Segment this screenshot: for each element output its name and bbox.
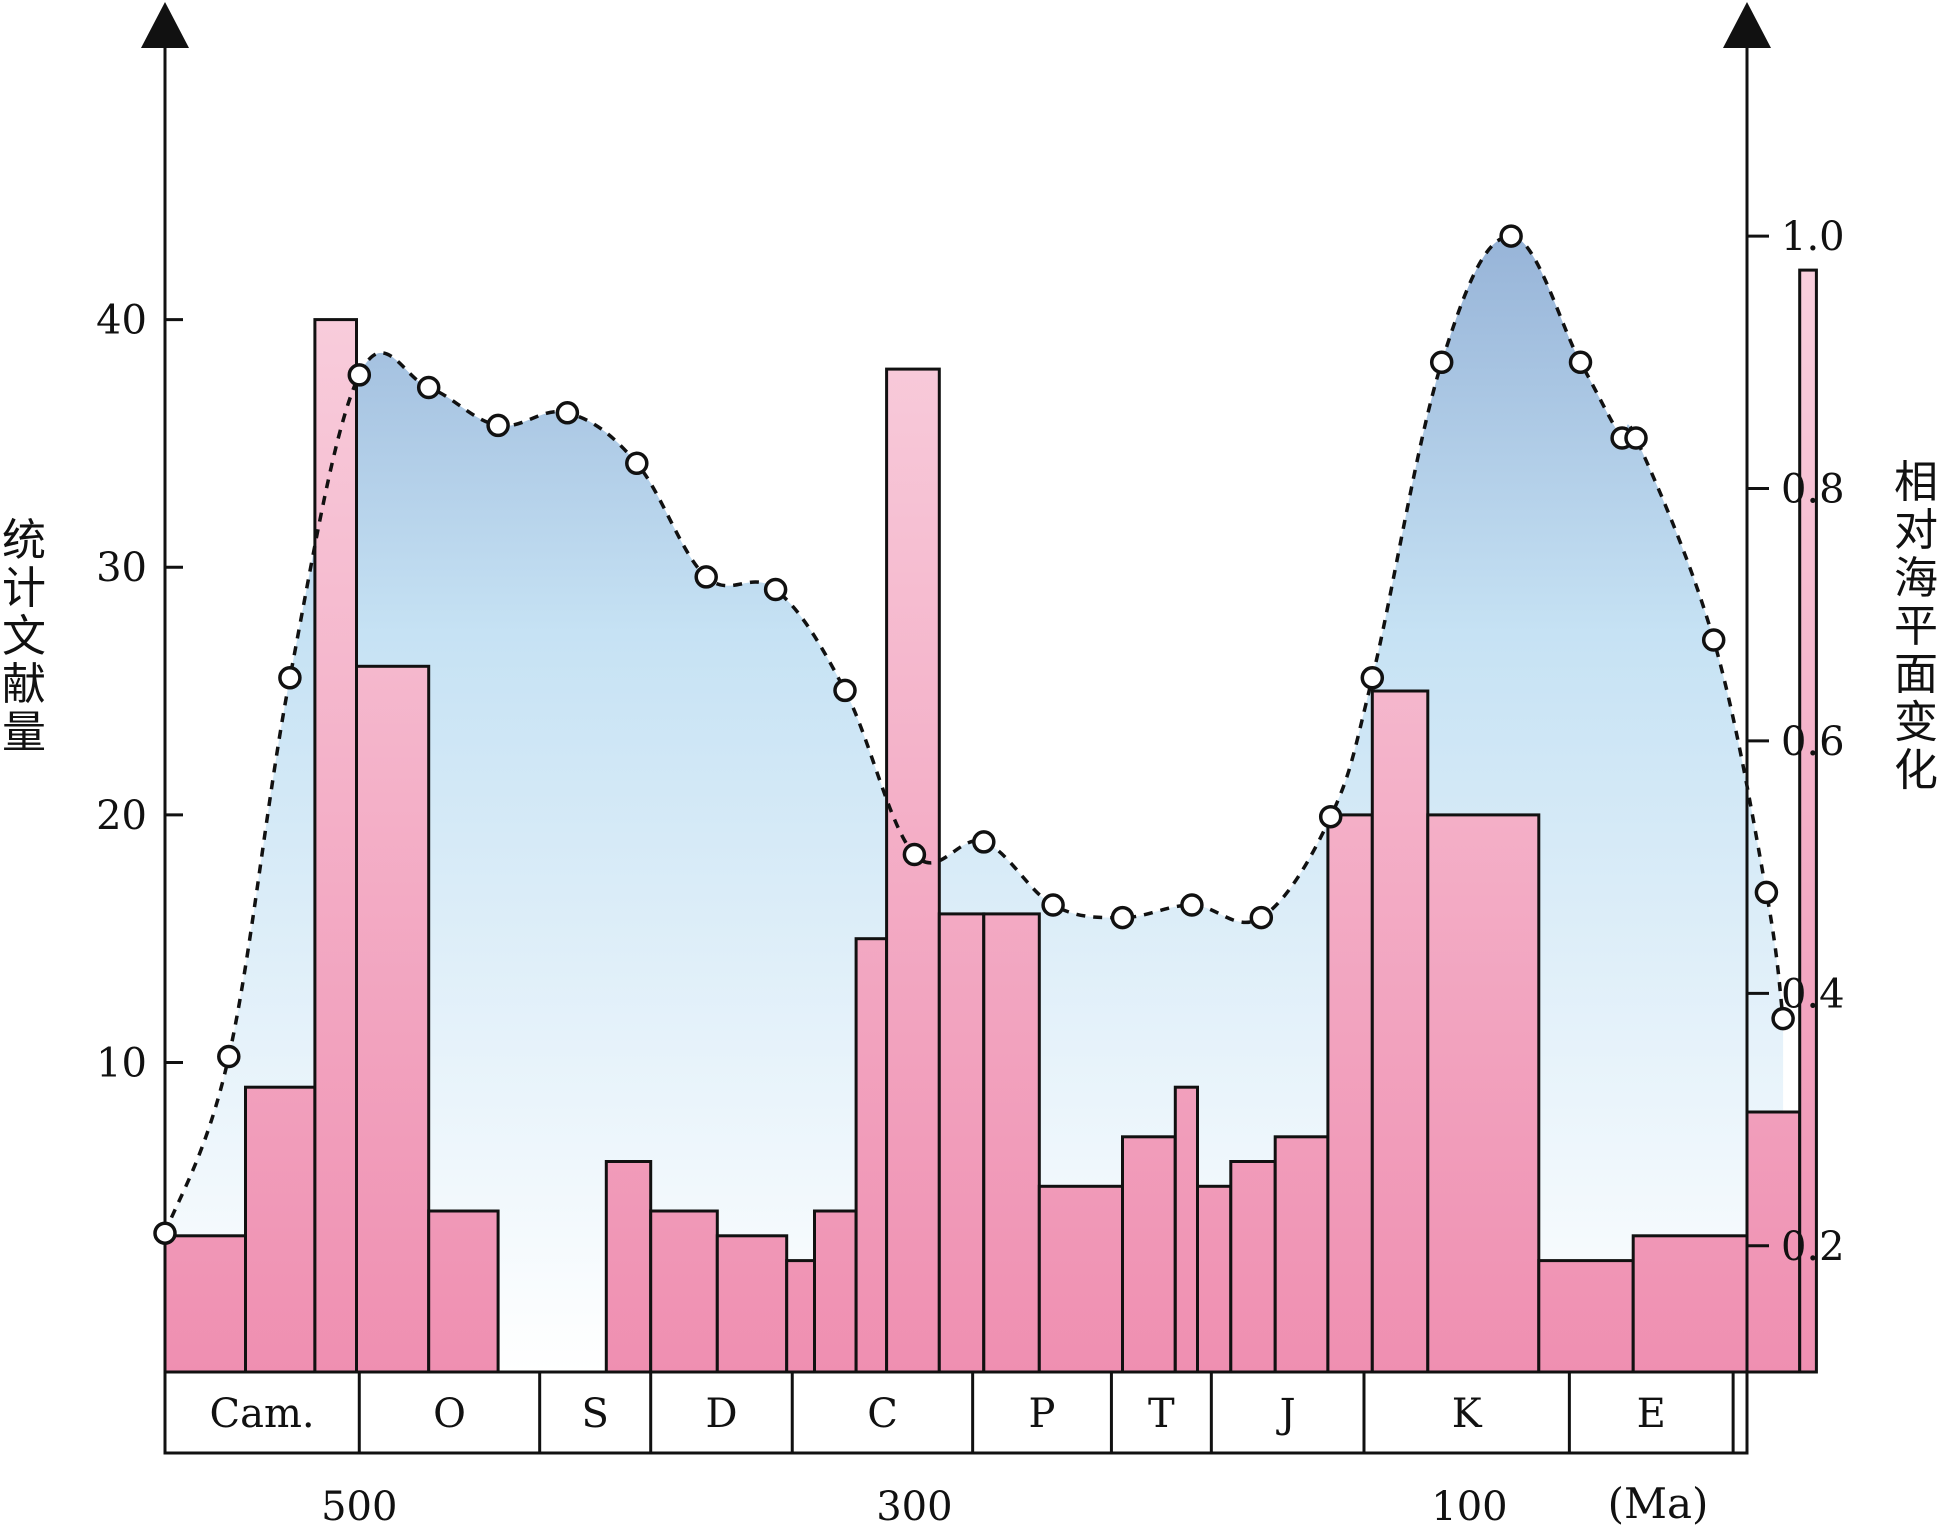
sea-level-point-2: [217, 1044, 241, 1069]
x-tick-label: 500: [321, 1484, 397, 1528]
bar-7: [649, 1209, 719, 1374]
geologic-period-strip: [163, 1370, 1749, 1455]
sea-level-point-17: [1249, 905, 1274, 930]
sea-level-point-6: [486, 413, 510, 438]
sea-level-point-26: [1754, 880, 1779, 905]
period-label-D: D: [705, 1391, 737, 1437]
left-tick-label: 20: [96, 793, 147, 839]
title-char: 变: [1894, 697, 1938, 748]
bar-10: [813, 1209, 858, 1374]
bar-1: [163, 1234, 247, 1374]
sea-level-point-9: [694, 565, 718, 589]
period-label-O: O: [433, 1391, 466, 1437]
bar-15: [1037, 1184, 1125, 1374]
sea-level-point-21: [1499, 224, 1523, 248]
period-label-T: T: [1148, 1391, 1175, 1437]
sea-level-point-1: [153, 1221, 177, 1245]
bar-24: [1537, 1259, 1635, 1374]
title-char: 对: [1894, 505, 1938, 556]
sea-level-point-7: [555, 401, 580, 425]
right-axis-arrow: [1723, 2, 1771, 48]
bar-2: [244, 1085, 317, 1374]
bar-25: [1631, 1234, 1749, 1374]
title-char: 计: [2, 563, 46, 614]
title-char: 海: [1894, 553, 1938, 604]
period-label-S: S: [581, 1391, 608, 1437]
sea-level-point-14: [1041, 893, 1065, 917]
right-tick-label: 0.6: [1781, 719, 1845, 765]
bar-18: [1196, 1184, 1233, 1374]
bar-20: [1273, 1135, 1330, 1374]
bar-16: [1121, 1135, 1177, 1374]
x-tick-label: 100: [1431, 1484, 1507, 1528]
sea-level-point-11: [833, 678, 857, 703]
sea-level-point-27: [1771, 1006, 1795, 1031]
right-tick-label: 0.2: [1781, 1224, 1845, 1270]
sea-level-point-13: [972, 830, 996, 854]
period-strip-box: [163, 1370, 1749, 1455]
left-axis-arrow: [141, 2, 189, 48]
bar-27: [1798, 268, 1818, 1374]
axis-labels: 10 20 30 40 0.2 0.4 0.6 0.8 1.0 Cam. O S D C P T J K E 500 3…: [2, 214, 1938, 1528]
sea-level-point-15: [1110, 905, 1135, 930]
bar-26: [1745, 1110, 1802, 1374]
sea-level-point-5: [416, 375, 441, 400]
sea-level-point-4: [347, 363, 372, 387]
bar-4: [355, 664, 431, 1374]
bar-17: [1173, 1085, 1200, 1374]
period-label-Cam: Cam.: [210, 1391, 315, 1437]
bar-5: [427, 1209, 500, 1374]
bar-23: [1426, 813, 1541, 1374]
x-tick-label: 300: [876, 1484, 952, 1528]
sea-level-point-12: [902, 842, 927, 867]
sea-level-point-10: [763, 577, 788, 602]
sea-level-point-20: [1429, 350, 1454, 375]
period-label-J: J: [1276, 1391, 1296, 1437]
bar-19: [1229, 1160, 1277, 1374]
sea-level-curve: [153, 224, 1795, 1245]
sea-level-point-3: [278, 666, 302, 690]
right-tick-label: 1.0: [1781, 214, 1845, 260]
left-tick-label: 30: [96, 545, 147, 591]
bar-14: [982, 912, 1041, 1374]
period-label-C: C: [867, 1391, 898, 1437]
period-label-E: E: [1637, 1391, 1666, 1437]
title-char: 平: [1894, 601, 1938, 652]
title-char: 面: [1894, 649, 1938, 700]
bar-8: [715, 1234, 789, 1374]
axes: [141, 2, 1771, 1453]
sea-level-point-22: [1568, 350, 1593, 375]
bar-22: [1370, 689, 1430, 1374]
bar-13: [937, 912, 986, 1374]
right-tick-label: 0.4: [1781, 971, 1845, 1017]
bar-12: [885, 367, 941, 1374]
sea-level-point-16: [1180, 893, 1204, 917]
literature-bars: [163, 268, 1818, 1374]
x-axis-unit: (Ma): [1608, 1479, 1709, 1528]
title-char: 献: [2, 659, 46, 710]
period-label-K: K: [1452, 1391, 1483, 1437]
title-char: 量: [2, 707, 46, 758]
title-char: 文: [2, 611, 46, 662]
title-char: 化: [1894, 745, 1938, 796]
left-tick-label: 10: [96, 1040, 147, 1086]
sea-level-point-24: [1624, 426, 1648, 450]
bar-21: [1326, 813, 1374, 1374]
left-tick-label: 40: [96, 298, 147, 344]
bar-11: [854, 937, 889, 1374]
bar-6: [604, 1160, 653, 1374]
bar-3: [313, 318, 358, 1374]
title-char: 统: [2, 515, 46, 566]
sea-level-point-8: [625, 451, 649, 476]
period-label-P: P: [1029, 1391, 1056, 1437]
sea-level-point-19: [1360, 666, 1385, 690]
sea-level-point-25: [1701, 628, 1726, 652]
bar-9: [785, 1259, 817, 1374]
sea-level-point-18: [1318, 804, 1343, 829]
title-char: 相: [1894, 457, 1938, 508]
right-tick-label: 0.8: [1781, 467, 1845, 513]
